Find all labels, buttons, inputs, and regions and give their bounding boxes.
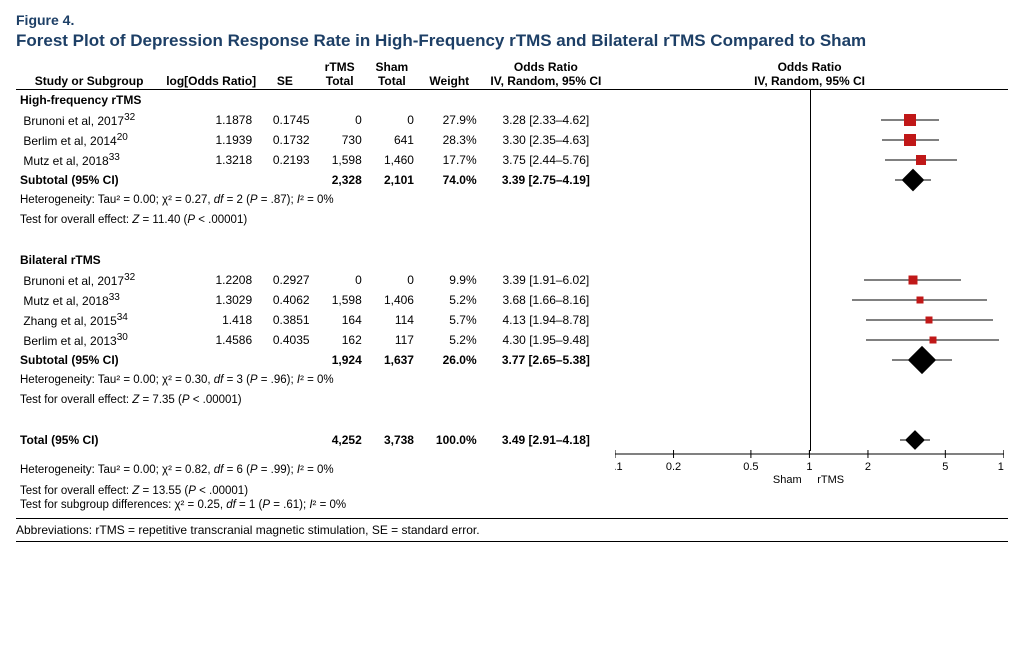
x-axis: 0.1 0.2 0.5 1 2 5 10 Sham rTMS (615, 450, 1004, 484)
study-row: Berlim et al, 2014201.19390.173273064128… (16, 130, 1008, 150)
point-marker (926, 317, 933, 324)
study-row: Berlim et al, 2013301.45860.40351621175.… (16, 330, 1008, 350)
plot-cell (611, 90, 1008, 111)
hdr-logor: log[Odds Ratio] (162, 59, 256, 90)
point-marker (929, 337, 936, 344)
svg-text:rTMS: rTMS (817, 474, 844, 484)
point-marker (916, 297, 923, 304)
group-header: Bilateral rTMS (16, 250, 1008, 270)
plot-cell (611, 430, 1008, 450)
forest-table: Study or Subgroup log[Odds Ratio] SE rTM… (16, 59, 1008, 512)
hdr-rtms: rTMSTotal (314, 59, 366, 90)
axis-row: Heterogeneity: Tau² = 0.00; χ² = 0.82, d… (16, 450, 1008, 484)
point-marker (908, 276, 917, 285)
summary-row: Subtotal (95% CI)2,3282,10174.0%3.39 [2.… (16, 170, 1008, 190)
header-row: Study or Subgroup log[Odds Ratio] SE rTM… (16, 59, 1008, 90)
plot-cell (611, 150, 1008, 170)
summary-row: Total (95% CI)4,2523,738100.0%3.49 [2.91… (16, 430, 1008, 450)
plot-cell (611, 310, 1008, 330)
svg-text:1: 1 (807, 461, 813, 473)
stat-note: Test for overall effect: Z = 7.35 (P < .… (16, 390, 1008, 410)
study-row: Mutz et al, 2018331.32180.21931,5981,460… (16, 150, 1008, 170)
plot-cell (611, 290, 1008, 310)
group-header: High-frequency rTMS (16, 90, 1008, 111)
study-row: Brunoni et al, 2017321.18780.17450027.9%… (16, 110, 1008, 130)
point-marker (916, 155, 926, 165)
stat-note: Heterogeneity: Tau² = 0.00; χ² = 0.30, d… (16, 370, 1008, 390)
stat-note: Test for overall effect: Z = 11.40 (P < … (16, 210, 1008, 230)
diamond-marker (901, 169, 924, 192)
hdr-study: Study or Subgroup (16, 59, 162, 90)
hdr-weight: Weight (418, 59, 481, 90)
plot-cell (611, 330, 1008, 350)
plot-cell (611, 130, 1008, 150)
figure-label: Figure 4. (16, 12, 1008, 28)
svg-text:Sham: Sham (773, 474, 802, 484)
point-marker (904, 134, 916, 146)
figure-title: Forest Plot of Depression Response Rate … (16, 30, 1008, 51)
plot-cell (611, 170, 1008, 190)
abbreviations: Abbreviations: rTMS = repetitive transcr… (16, 518, 1008, 542)
hdr-se: SE (256, 59, 313, 90)
hdr-plot: Odds RatioIV, Random, 95% CI (611, 59, 1008, 90)
plot-cell (611, 110, 1008, 130)
plot-cell (611, 270, 1008, 290)
hdr-sham: ShamTotal (366, 59, 418, 90)
point-marker (904, 114, 916, 126)
svg-text:2: 2 (865, 461, 871, 473)
diamond-marker (905, 430, 925, 450)
study-row: Brunoni et al, 2017321.22080.2927009.9%3… (16, 270, 1008, 290)
svg-text:0.2: 0.2 (666, 461, 681, 473)
study-row: Zhang et al, 2015341.4180.38511641145.7%… (16, 310, 1008, 330)
svg-text:5: 5 (942, 461, 948, 473)
summary-row: Subtotal (95% CI)1,9241,63726.0%3.77 [2.… (16, 350, 1008, 370)
plot-cell (611, 250, 1008, 270)
svg-text:0.5: 0.5 (743, 461, 758, 473)
hdr-orci: Odds RatioIV, Random, 95% CI (481, 59, 612, 90)
svg-text:0.1: 0.1 (615, 461, 623, 473)
svg-text:10: 10 (998, 461, 1004, 473)
plot-cell (611, 350, 1008, 370)
stat-note: Heterogeneity: Tau² = 0.00; χ² = 0.27, d… (16, 190, 1008, 210)
study-row: Mutz et al, 2018331.30290.40621,5981,406… (16, 290, 1008, 310)
